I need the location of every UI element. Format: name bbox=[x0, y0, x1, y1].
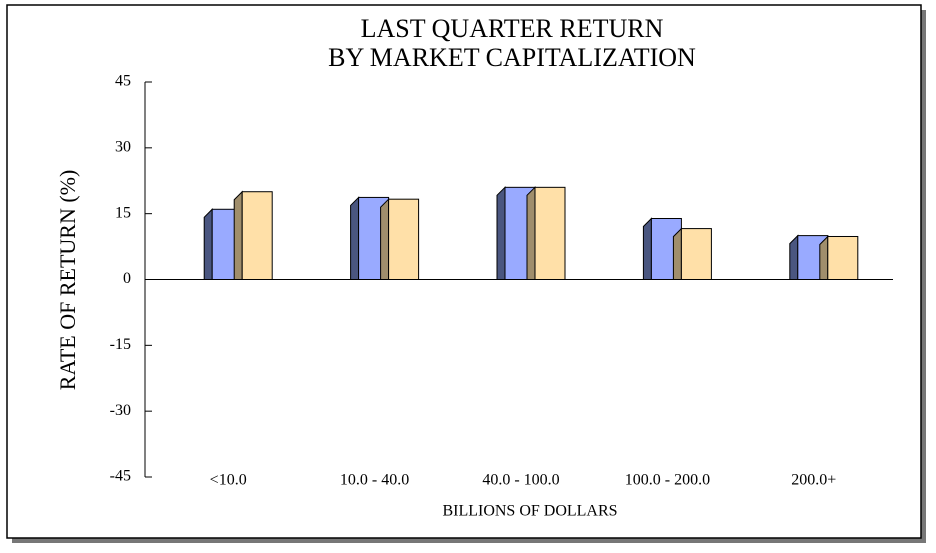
y-tick-label: 45 bbox=[115, 73, 131, 90]
x-tick-label: 200.0+ bbox=[791, 472, 836, 489]
bar-side bbox=[526, 186, 536, 280]
bar bbox=[534, 186, 566, 280]
x-tick-label: <10.0 bbox=[210, 472, 247, 489]
bar-side bbox=[642, 217, 652, 280]
bar-side bbox=[380, 197, 390, 280]
bar-side bbox=[819, 235, 829, 280]
x-tick-label: 100.0 - 200.0 bbox=[625, 472, 710, 489]
chart-title: BY MARKET CAPITALIZATION bbox=[328, 43, 696, 72]
bar bbox=[827, 235, 859, 281]
bar-side bbox=[203, 208, 213, 280]
y-tick-label: -45 bbox=[110, 468, 131, 485]
bar-side bbox=[496, 186, 506, 280]
y-tick-label: 30 bbox=[115, 139, 131, 156]
x-tick-label: 10.0 - 40.0 bbox=[340, 472, 409, 489]
x-tick-label: 40.0 - 100.0 bbox=[482, 472, 559, 489]
y-tick-label: -30 bbox=[110, 402, 131, 419]
y-axis-label: RATE OF RETURN (%) bbox=[55, 170, 80, 391]
bar bbox=[680, 228, 712, 280]
bar-side bbox=[233, 190, 243, 280]
bar bbox=[388, 198, 420, 280]
chart-frame bbox=[6, 4, 922, 539]
y-tick-label: 15 bbox=[115, 204, 131, 221]
y-tick-label: 0 bbox=[123, 270, 131, 287]
y-tick-label: -15 bbox=[110, 336, 131, 353]
chart-title: LAST QUARTER RETURN bbox=[361, 14, 664, 43]
bar bbox=[241, 191, 273, 281]
bar-side bbox=[789, 234, 799, 280]
x-axis-label: BILLIONS OF DOLLARS bbox=[442, 503, 617, 520]
bar-side bbox=[350, 196, 360, 280]
bar-side bbox=[672, 227, 682, 280]
